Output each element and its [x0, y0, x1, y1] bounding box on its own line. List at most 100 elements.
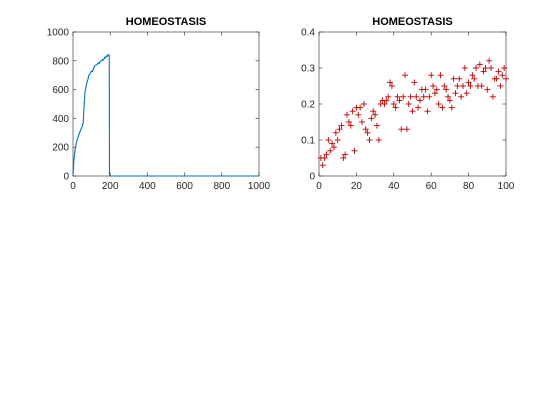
right-data-point	[349, 108, 356, 115]
right-data-point	[469, 72, 476, 79]
right-plot-area	[318, 31, 507, 177]
right-y-tick-label: 0	[309, 172, 315, 183]
right-data-point	[493, 75, 500, 82]
right-data-point	[351, 147, 358, 154]
right-data-point	[372, 111, 379, 118]
left-x-tick-label: 1000	[248, 181, 271, 192]
right-data-point	[338, 122, 345, 129]
left-y-axis: 0 200 400 600 800 1000	[47, 28, 259, 183]
right-data-point	[484, 86, 491, 93]
left-y-tick-label: 0	[63, 172, 69, 183]
left-y-tick-label: 200	[52, 143, 69, 154]
right-data-point	[422, 86, 429, 93]
right-data-point	[336, 126, 343, 133]
left-x-tick-label: 600	[176, 181, 193, 192]
right-y-tick-label: 0.1	[301, 136, 315, 147]
left-y-tick-label: 800	[52, 56, 69, 67]
right-data-point	[364, 129, 371, 136]
right-data-point	[448, 104, 455, 111]
right-data-point	[413, 93, 420, 100]
right-data-point	[441, 83, 448, 89]
right-data-point	[366, 137, 373, 143]
right-data-point	[330, 144, 337, 151]
right-data-point	[411, 79, 418, 86]
right-data-point	[319, 162, 326, 169]
right-data-point	[360, 101, 367, 107]
right-data-point	[452, 90, 459, 97]
right-data-point	[499, 72, 506, 79]
right-data-point	[400, 93, 407, 100]
left-plot-area	[72, 31, 260, 177]
right-data-point	[370, 108, 377, 115]
right-data-point	[467, 83, 474, 89]
right-data-point	[362, 126, 369, 133]
right-data-point	[403, 126, 410, 133]
right-data-point	[426, 93, 433, 100]
right-x-tick-label: 60	[426, 181, 438, 192]
right-data-point	[443, 86, 450, 93]
right-data-point	[396, 97, 403, 104]
right-data-point	[461, 65, 468, 71]
right-data-point	[424, 108, 431, 115]
right-data-point	[473, 65, 480, 71]
right-y-tick-label: 0.2	[301, 100, 315, 111]
right-x-tick-label: 20	[351, 181, 363, 192]
right-data-point	[428, 72, 435, 79]
right-data-point	[430, 83, 437, 89]
right-data-point	[340, 155, 347, 161]
left-y-tick-label: 1000	[47, 28, 70, 39]
right-data-point	[383, 97, 390, 104]
right-data-point	[458, 93, 465, 100]
right-data-point	[398, 126, 405, 133]
right-chart-title: HOMEOSTASIS	[372, 16, 452, 28]
right-data-point	[435, 101, 442, 107]
left-series	[72, 53, 259, 177]
right-data-point	[420, 93, 427, 100]
right-data-point	[385, 93, 392, 100]
right-data-point	[329, 140, 336, 147]
right-data-point	[347, 122, 354, 129]
right-data-point	[375, 137, 382, 143]
right-data-point	[471, 75, 478, 82]
right-data-point	[465, 79, 472, 86]
right-data-point	[480, 68, 487, 75]
right-data-point	[345, 119, 352, 125]
right-data-point	[437, 72, 444, 79]
right-data-point	[450, 75, 457, 82]
right-data-point	[431, 90, 438, 97]
right-data-point	[355, 111, 362, 118]
right-data-point	[407, 93, 414, 100]
left-x-tick-label: 400	[139, 181, 156, 192]
right-data-point	[323, 151, 330, 158]
left-x-tick-label: 800	[213, 181, 230, 192]
right-data-point	[325, 137, 332, 143]
right-data-point	[445, 93, 452, 100]
right-data-point	[334, 137, 341, 143]
right-data-point	[381, 101, 388, 107]
left-y-tick-label: 600	[52, 85, 69, 96]
left-x-tick-label: 200	[102, 181, 119, 192]
right-data-point	[495, 68, 502, 75]
right-data-point	[359, 119, 366, 125]
right-x-axis: 0 20 40 60 80 100	[316, 32, 515, 192]
right-y-tick-label: 0.4	[301, 28, 315, 39]
left-series-line	[72, 53, 259, 177]
right-data-point	[482, 65, 489, 71]
right-data-point	[387, 79, 394, 86]
right-data-point	[439, 104, 446, 111]
right-data-point	[390, 101, 397, 107]
right-data-point	[463, 90, 470, 97]
right-x-tick-label: 100	[498, 181, 515, 192]
right-data-point	[497, 83, 504, 89]
right-data-point	[459, 83, 466, 89]
left-chart: HOMEOSTASIS 0 200 400 600 800 1000 0 200 400 600…	[47, 16, 271, 192]
right-series	[317, 57, 509, 169]
left-x-tick-label: 0	[70, 181, 76, 192]
right-x-tick-label: 40	[388, 181, 400, 192]
right-data-point	[392, 104, 399, 111]
right-data-point	[456, 75, 463, 82]
right-data-point	[489, 93, 496, 100]
right-data-point	[394, 93, 401, 100]
right-data-point	[478, 83, 485, 89]
